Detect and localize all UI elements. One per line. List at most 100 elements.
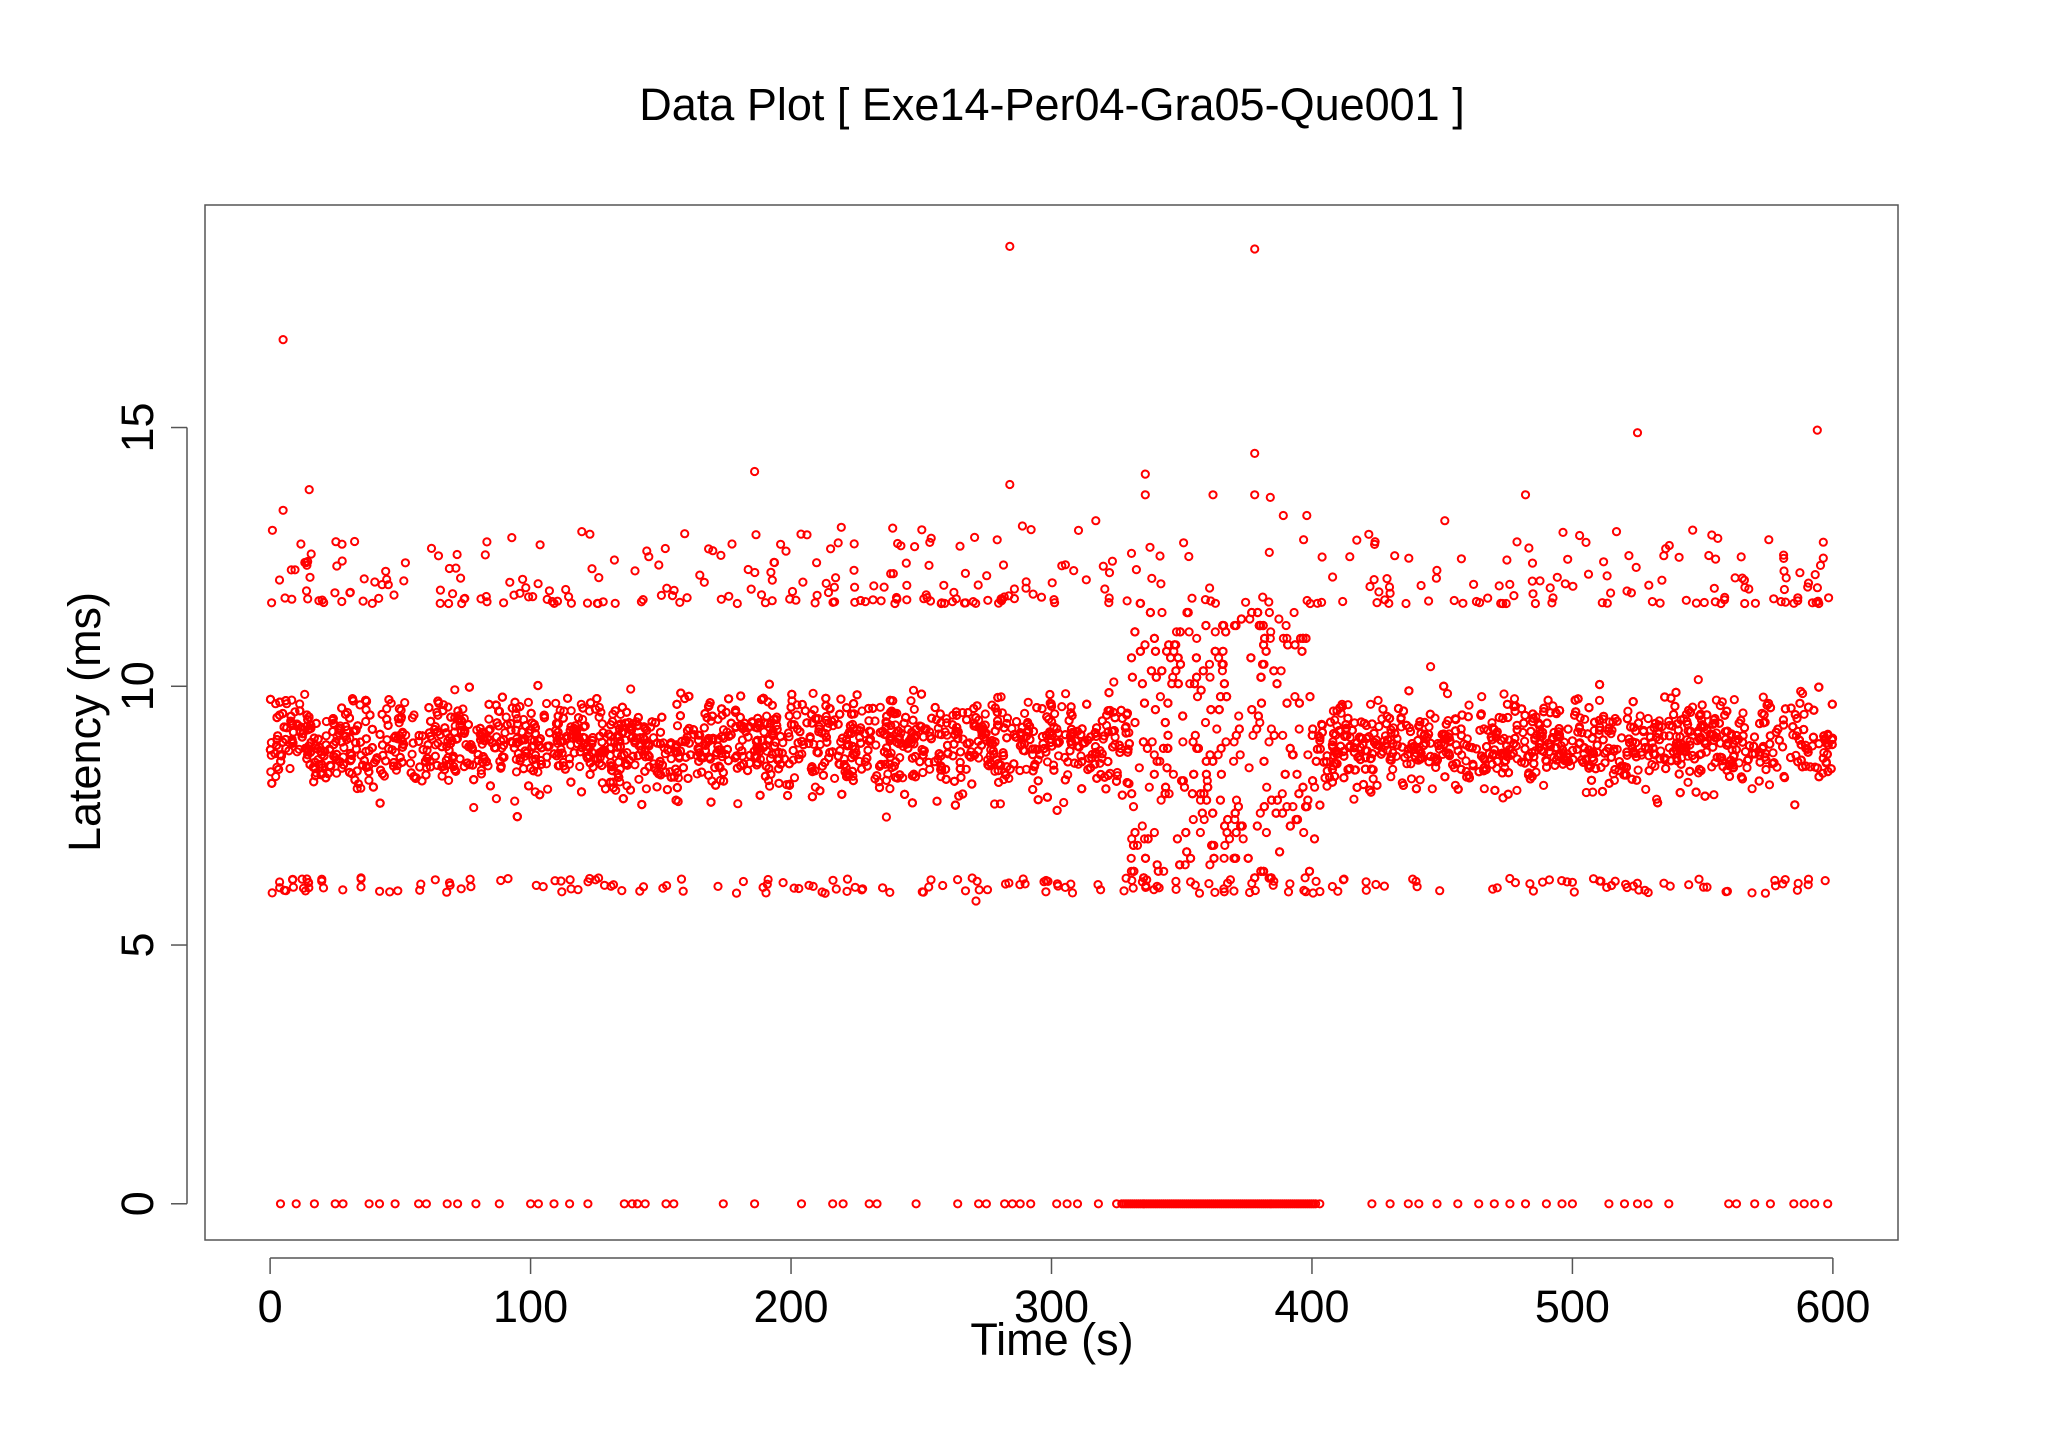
data-point [1263, 784, 1270, 791]
data-point [487, 782, 494, 789]
data-point [1233, 829, 1240, 836]
data-point [1141, 700, 1148, 707]
data-point [1642, 786, 1649, 793]
data-point [1429, 785, 1436, 792]
data-point [514, 813, 521, 820]
data-point [1222, 738, 1229, 745]
data-point [1743, 764, 1750, 771]
data-point [1760, 694, 1767, 701]
data-point [568, 707, 575, 714]
data-point [525, 782, 532, 789]
data-point [1427, 663, 1434, 670]
data-point [1520, 720, 1527, 727]
data-point [1766, 781, 1773, 788]
data-point [1170, 771, 1177, 778]
data-point [1585, 704, 1592, 711]
data-point [578, 788, 585, 795]
data-point [1796, 700, 1803, 707]
data-point [725, 695, 732, 702]
data-point [1265, 738, 1272, 745]
data-point [1296, 725, 1303, 732]
data-point [1216, 706, 1223, 713]
data-point [677, 690, 684, 697]
x-axis-label: Time (s) [970, 1314, 1133, 1365]
data-point [1628, 776, 1635, 783]
data-point [910, 687, 917, 694]
data-point [1237, 751, 1244, 758]
data-point [1158, 609, 1165, 616]
data-point [957, 748, 964, 755]
data-point [1157, 693, 1164, 700]
data-point [1197, 829, 1204, 836]
data-point [901, 791, 908, 798]
data-point [1136, 764, 1143, 771]
data-point [1540, 782, 1547, 789]
y-tick-label: 15 [112, 402, 163, 452]
data-point [543, 700, 550, 707]
x-tick-label: 100 [493, 1281, 568, 1332]
data-point [1246, 764, 1253, 771]
data-point [1119, 792, 1126, 799]
data-point [909, 717, 916, 724]
data-point [1058, 703, 1065, 710]
data-point [1300, 829, 1307, 836]
data-point [1624, 708, 1631, 715]
data-point [1291, 641, 1298, 648]
data-point [401, 699, 408, 706]
data-point [1054, 807, 1061, 814]
data-point [1511, 695, 1518, 702]
data-point [968, 780, 975, 787]
data-point [1829, 701, 1836, 708]
data-point [982, 710, 989, 717]
data-point [737, 692, 744, 699]
data-point [627, 685, 634, 692]
data-point [1311, 835, 1318, 842]
data-point [1110, 678, 1117, 685]
data-point [1248, 706, 1255, 713]
data-point [766, 681, 773, 688]
data-point [599, 720, 606, 727]
x-tick-label: 600 [1795, 1281, 1870, 1332]
data-point [407, 760, 414, 767]
data-point [1223, 829, 1230, 836]
data-point [267, 696, 274, 703]
data-point [1193, 654, 1200, 661]
data-point [365, 777, 372, 784]
data-point [1174, 835, 1181, 842]
data-point [1408, 775, 1415, 782]
data-point [1083, 701, 1090, 708]
data-point [791, 774, 798, 781]
data-point [576, 763, 583, 770]
data-point [1491, 787, 1498, 794]
data-point [631, 761, 638, 768]
data-point [1306, 868, 1313, 875]
data-point [1206, 674, 1213, 681]
data-point [1035, 796, 1042, 803]
data-point [1151, 635, 1158, 642]
data-point [1146, 784, 1153, 791]
data-point [1671, 703, 1678, 710]
data-point [1131, 628, 1138, 635]
data-point [1128, 654, 1135, 661]
data-point [470, 776, 477, 783]
data-point [1062, 690, 1069, 697]
data-point [620, 795, 627, 802]
data-point [1230, 758, 1237, 765]
data-point [684, 775, 691, 782]
data-point [369, 726, 376, 733]
data-point [1260, 758, 1267, 765]
data-point [466, 684, 473, 691]
data-point [409, 751, 416, 758]
data-point [1129, 674, 1136, 681]
data-point [301, 691, 308, 698]
data-point [1465, 702, 1472, 709]
data-point [511, 798, 518, 805]
x-tick-label: 400 [1274, 1281, 1349, 1332]
data-point [843, 704, 850, 711]
data-point [1210, 855, 1217, 862]
data-point [793, 711, 800, 718]
data-point [1379, 706, 1386, 713]
data-point [363, 735, 370, 742]
data-point [1699, 701, 1706, 708]
